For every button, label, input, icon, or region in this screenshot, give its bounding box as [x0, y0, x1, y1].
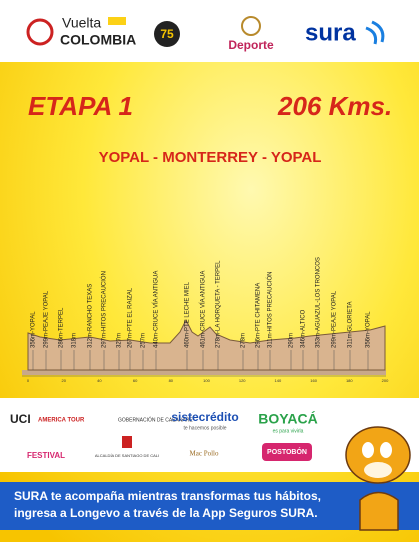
- waypoint-label: 327m: [117, 333, 123, 348]
- anniversary: 75: [160, 27, 174, 41]
- sponsor-boyaca-tag: es para vivirla: [273, 428, 304, 434]
- ministry-crest: [241, 16, 261, 36]
- waypoint-label: 440m-CRUCE VÍA ANTIGUA: [153, 271, 160, 348]
- sponsor-casanare: GOBERNACIÓN DE CASANARE: [118, 416, 193, 423]
- waypoint-label: 311m-GLORIETA: [348, 302, 354, 348]
- waypoint-label: 356m-YOPAL: [31, 311, 37, 348]
- waypoint-label: 353m-AGUAZUL-LOS TRONCOS: [316, 257, 322, 348]
- profile: 356m-YOPAL 299m-PEAJE YOPAL 286m-TERPEL 318…: [22, 257, 389, 383]
- postobon-badge: [262, 443, 312, 461]
- sponsor-uci: UCI: [10, 412, 31, 426]
- waypoint-label: 461m-CRUCE VÍA ANTIGUA: [200, 271, 207, 348]
- distance-tick-label: 140: [275, 378, 282, 383]
- distance-tick-label: 60: [133, 378, 138, 383]
- waypoint-label: 297m-HITOS PRECAUCIÓN: [101, 271, 108, 348]
- elevation-profile: [27, 318, 386, 371]
- waypoint-label: 299m-PEAJE YOPAL: [44, 290, 50, 348]
- footer-line: SURA te acompaña mientras transformas tu…: [14, 489, 321, 503]
- stage-route: YOPAL - MONTERREY - YOPAL: [99, 149, 322, 166]
- waypoint-label: 257m: [141, 333, 147, 348]
- waypoint-label: 296m-PTE CHITAMENA: [256, 283, 262, 348]
- mascot-eye: [380, 442, 392, 458]
- waypoint-label: 460m-PTE LECHE MIEL: [185, 281, 191, 348]
- sura-swoosh: [365, 20, 385, 45]
- mascot: [345, 426, 411, 531]
- logo-mark: [26, 18, 54, 46]
- mascot-muzzle: [364, 462, 392, 478]
- mascot-eye: [362, 442, 374, 458]
- sponsor-sura: sura: [305, 19, 356, 46]
- waypoint-label: 312m-RANCHO TEXAS: [88, 284, 94, 348]
- sponsor-cali: ALCALDÍA DE SANTIAGO DE CALI: [95, 453, 159, 458]
- waypoint-label: 346m-ALTICO: [301, 309, 307, 348]
- ministry: Deporte: [228, 38, 274, 52]
- waypoint-label: 278m: [241, 333, 247, 348]
- waypoint-label: 311m-HITOS PRECAUCIÓN: [267, 272, 274, 348]
- sponsor-siste-tag: te hacemos posible: [183, 425, 226, 431]
- stage-title: ETAPA 1: [28, 91, 133, 121]
- sponsor-siste: sistecrédito: [171, 410, 238, 424]
- mascot-body: [359, 491, 399, 531]
- sponsor-boyaca: BOYACÁ: [258, 411, 317, 427]
- waypoint-label: 356m-YOPAL: [366, 311, 372, 348]
- waypoint-label: 278m-LA HORQUETA - TERPEL: [216, 260, 222, 348]
- distance-tick-label: 180: [346, 378, 353, 383]
- sponsor-postobon: POSTOBÓN: [267, 447, 307, 456]
- distance-tick-label: 40: [97, 378, 102, 383]
- sponsor-festival: FESTIVAL: [27, 451, 65, 460]
- waypoint-label: 318m: [72, 333, 78, 348]
- distance-tick-label: 160: [310, 378, 317, 383]
- sponsor-uci-tour: AMERICA TOUR: [38, 418, 85, 424]
- sponsor-macpollo: Mac Pollo: [190, 450, 219, 458]
- distance-tick-label: 100: [203, 378, 210, 383]
- waypoint-label: 290m: [289, 333, 295, 348]
- waypoint-label: 299m-PEAJE YOPAL: [332, 290, 338, 348]
- anniversary-badge: [154, 21, 180, 47]
- distance-tick-label: 0: [27, 378, 30, 383]
- footer-line: ingresa a Longevo a través de la App Seg…: [14, 506, 318, 520]
- mascot-head: [345, 426, 411, 484]
- profile-base: [22, 370, 386, 375]
- header-band: [0, 0, 419, 62]
- waypoint-label: 286m-TERPEL: [59, 307, 65, 348]
- stage-distance: 206 Kms.: [277, 91, 392, 121]
- brand-bold: COLOMBIA: [60, 32, 136, 48]
- distance-tick-label: 20: [61, 378, 66, 383]
- flag: [108, 17, 126, 25]
- cali-crest: [122, 436, 132, 448]
- distance-tick-label: 80: [169, 378, 174, 383]
- waypoint-label: 267m-PTE EL RAIZAL: [128, 287, 134, 348]
- footer-band: [0, 482, 419, 530]
- distance-tick-label: 120: [239, 378, 246, 383]
- distance-tick-label: 200: [382, 378, 389, 383]
- brand: Vuelta: [62, 15, 101, 31]
